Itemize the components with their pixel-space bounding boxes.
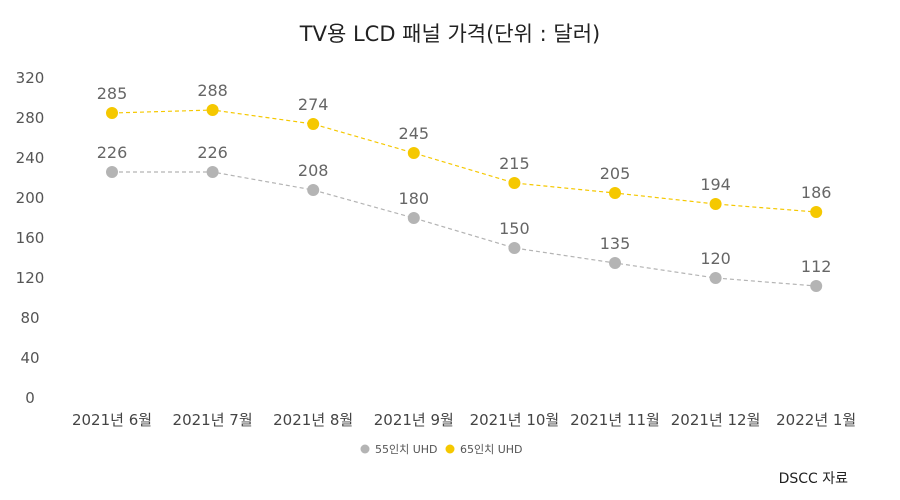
x-tick-label: 2022년 1월 [776,411,856,429]
data-label: 226 [197,143,228,162]
x-tick-label: 2021년 6월 [72,411,152,429]
x-axis: 2021년 6월 2021년 7월 2021년 8월 2021년 9월 2021년 10… [72,411,856,429]
data-label: 285 [97,84,128,103]
data-point [709,272,722,284]
x-tick-label: 2021년 11월 [570,411,660,429]
y-tick-label: 40 [20,349,39,367]
x-tick-label: 2021년 7월 [173,411,253,429]
legend-marker [445,444,455,454]
data-label: 274 [298,95,329,114]
data-point [810,206,823,218]
series-1: 226 226 208 180 150 135 120 112 [97,143,832,292]
chart-title: TV용 LCD 패널 가격(단위 : 달러) [299,22,601,46]
data-label: 150 [499,219,530,238]
data-point [609,187,621,199]
data-label: 135 [600,234,631,253]
data-point [407,212,420,224]
y-tick-label: 0 [25,389,35,407]
data-point [206,166,219,178]
data-point [810,280,823,292]
data-point [106,107,118,119]
data-point [307,184,320,196]
data-label: 205 [600,164,631,183]
data-label: 180 [399,189,430,208]
data-label: 208 [298,161,329,180]
y-tick-label: 160 [16,229,45,247]
data-point [508,177,521,189]
data-point [609,257,621,269]
y-tick-label: 280 [16,109,45,127]
data-label: 226 [97,143,128,162]
data-point [106,166,118,178]
data-label: 288 [197,81,228,100]
data-label: 112 [801,257,832,276]
x-tick-label: 2021년 9월 [374,411,454,429]
legend-label: 55인치 UHD [375,443,438,456]
source-note: DSCC 자료 [778,471,848,487]
data-label: 194 [700,175,731,194]
data-label: 186 [801,183,832,202]
data-label: 120 [700,249,731,268]
series-line [112,171,817,287]
y-tick-label: 320 [16,69,45,87]
data-point [307,118,320,130]
legend-marker [360,444,370,454]
data-point [709,198,722,210]
x-tick-label: 2021년 8월 [273,411,353,429]
y-tick-label: 120 [16,269,45,287]
y-axis: 0 40 80 120 160 200 240 280 320 [16,69,45,407]
data-point [508,242,521,254]
data-label: 215 [499,154,530,173]
data-label: 245 [399,124,430,143]
y-tick-label: 200 [16,189,45,207]
legend: 55인치 UHD 65인치 UHD [360,443,523,456]
legend-label: 65인치 UHD [460,443,523,456]
data-point [206,104,219,116]
x-tick-label: 2021년 12월 [671,411,761,429]
y-tick-label: 80 [20,309,39,327]
series-line [111,109,817,213]
x-tick-label: 2021년 10월 [470,411,560,429]
data-point [407,147,420,159]
y-tick-label: 240 [16,149,45,167]
series-2: 285 288 274 245 215 205 194 186 [97,81,832,218]
